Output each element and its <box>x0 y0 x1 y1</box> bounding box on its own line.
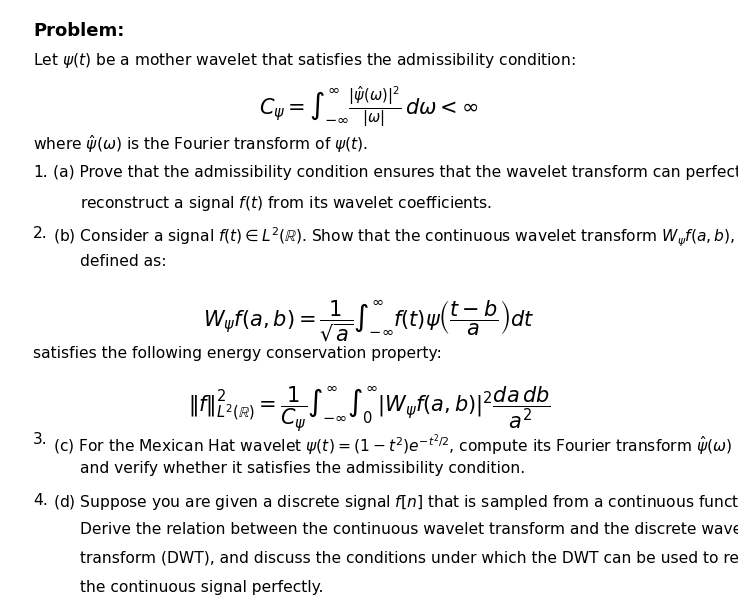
Text: transform (DWT), and discuss the conditions under which the DWT can be used to r: transform (DWT), and discuss the conditi… <box>80 551 738 565</box>
Text: 4.: 4. <box>33 493 48 508</box>
Text: the continuous signal perfectly.: the continuous signal perfectly. <box>80 580 323 594</box>
Text: reconstruct a signal $f(t)$ from its wavelet coefficients.: reconstruct a signal $f(t)$ from its wav… <box>80 193 492 213</box>
Text: where $\hat{\psi}(\omega)$ is the Fourier transform of $\psi(t)$.: where $\hat{\psi}(\omega)$ is the Fourie… <box>33 132 368 155</box>
Text: $C_{\psi} = \int_{-\infty}^{\infty} \frac{|\hat{\psi}(\omega)|^2}{|\omega|}\, d\: $C_{\psi} = \int_{-\infty}^{\infty} \fra… <box>259 84 479 129</box>
Text: $\|f\|^2_{L^2(\mathbb{R})} = \dfrac{1}{C_{\psi}} \int_{-\infty}^{\infty}\int_{0}: $\|f\|^2_{L^2(\mathbb{R})} = \dfrac{1}{C… <box>187 384 551 434</box>
Text: (a) Prove that the admissibility condition ensures that the wavelet transform ca: (a) Prove that the admissibility conditi… <box>53 164 738 180</box>
Text: Derive the relation between the continuous wavelet transform and the discrete wa: Derive the relation between the continuo… <box>80 522 738 537</box>
Text: Problem:: Problem: <box>33 22 125 39</box>
Text: 2.: 2. <box>33 225 48 241</box>
Text: satisfies the following energy conservation property:: satisfies the following energy conservat… <box>33 346 442 361</box>
Text: $W_{\psi}f(a,b) = \dfrac{1}{\sqrt{a}} \int_{-\infty}^{\infty} f(t)\psi\left(\dfr: $W_{\psi}f(a,b) = \dfrac{1}{\sqrt{a}} \i… <box>203 299 535 344</box>
Text: (d) Suppose you are given a discrete signal $f[n]$ that is sampled from a contin: (d) Suppose you are given a discrete sig… <box>53 493 738 512</box>
Text: 3.: 3. <box>33 432 48 447</box>
Text: 1.: 1. <box>33 164 48 180</box>
Text: defined as:: defined as: <box>80 254 166 269</box>
Text: (b) Consider a signal $f(t) \in L^2(\mathbb{R})$. Show that the continuous wavel: (b) Consider a signal $f(t) \in L^2(\mat… <box>53 225 735 249</box>
Text: (c) For the Mexican Hat wavelet $\psi(t) = (1-t^2)e^{-t^2/2}$, compute its Fouri: (c) For the Mexican Hat wavelet $\psi(t)… <box>53 432 732 458</box>
Text: Let $\psi(t)$ be a mother wavelet that satisfies the admissibility condition:: Let $\psi(t)$ be a mother wavelet that s… <box>33 51 576 70</box>
Text: and verify whether it satisfies the admissibility condition.: and verify whether it satisfies the admi… <box>80 461 525 476</box>
